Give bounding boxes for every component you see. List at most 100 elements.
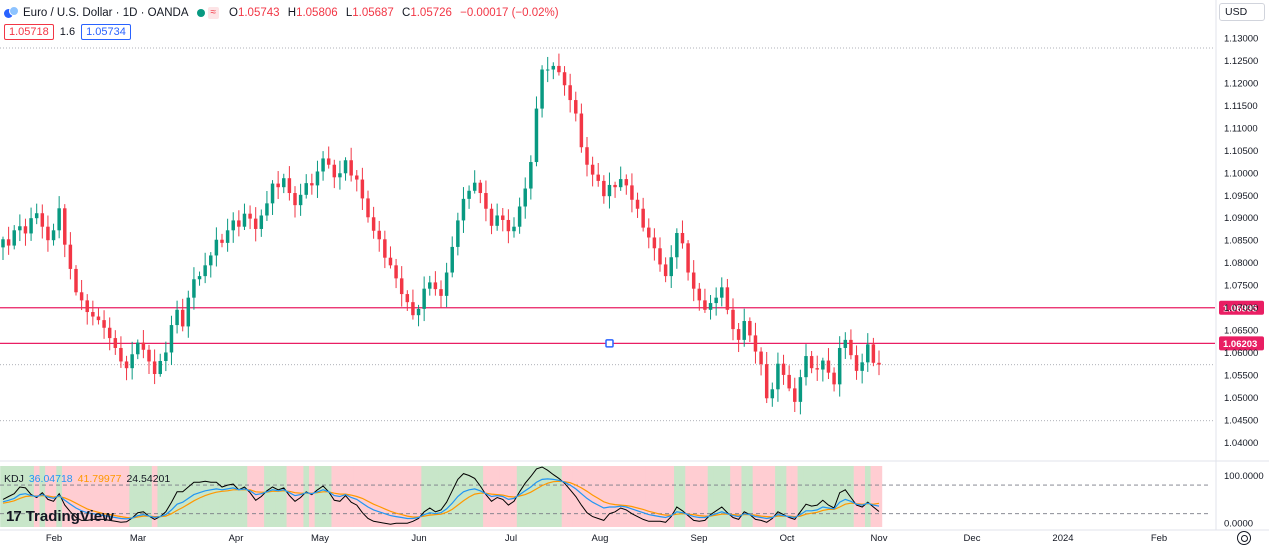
candle-body[interactable] bbox=[759, 351, 763, 365]
candle-body[interactable] bbox=[714, 297, 718, 304]
candle-body[interactable] bbox=[540, 69, 544, 109]
candle-body[interactable] bbox=[647, 227, 651, 238]
candle-body[interactable] bbox=[214, 239, 219, 256]
candle-body[interactable] bbox=[169, 325, 174, 353]
candle-body[interactable] bbox=[310, 183, 314, 186]
candle-body[interactable] bbox=[40, 213, 45, 227]
candle-body[interactable] bbox=[590, 164, 595, 175]
candle-body[interactable] bbox=[815, 368, 819, 370]
candle-body[interactable] bbox=[203, 265, 207, 277]
candle-body[interactable] bbox=[237, 220, 241, 227]
candle-body[interactable] bbox=[276, 183, 280, 188]
candle-body[interactable] bbox=[12, 230, 16, 246]
candle-body[interactable] bbox=[877, 362, 881, 365]
candle-body[interactable] bbox=[411, 302, 415, 316]
candle-body[interactable] bbox=[832, 372, 836, 385]
candle-body[interactable] bbox=[18, 226, 22, 231]
candle-body[interactable] bbox=[315, 171, 320, 186]
candle-body[interactable] bbox=[635, 199, 640, 209]
candle-body[interactable] bbox=[444, 272, 449, 296]
candle-body[interactable] bbox=[461, 198, 466, 221]
candle-body[interactable] bbox=[68, 244, 73, 269]
candle-body[interactable] bbox=[568, 85, 572, 101]
candle-body[interactable] bbox=[220, 239, 224, 243]
candle-body[interactable] bbox=[680, 232, 685, 244]
candle-body[interactable] bbox=[152, 361, 157, 375]
candle-body[interactable] bbox=[472, 182, 477, 191]
candle-body[interactable] bbox=[557, 65, 561, 73]
candle-body[interactable] bbox=[506, 219, 511, 232]
candle-body[interactable] bbox=[298, 194, 303, 206]
candle-body[interactable] bbox=[781, 363, 786, 375]
candle-body[interactable] bbox=[360, 179, 365, 199]
candle-body[interactable] bbox=[809, 356, 814, 369]
candle-body[interactable] bbox=[394, 265, 398, 279]
candle-body[interactable] bbox=[433, 282, 438, 290]
candle-body[interactable] bbox=[147, 349, 151, 362]
candle-body[interactable] bbox=[180, 309, 185, 327]
candle-body[interactable] bbox=[652, 237, 657, 249]
candle-body[interactable] bbox=[697, 288, 702, 301]
sell-button[interactable]: 1.05718 bbox=[4, 24, 54, 40]
candle-body[interactable] bbox=[871, 344, 876, 363]
candle-body[interactable] bbox=[282, 178, 286, 188]
candle-body[interactable] bbox=[439, 289, 443, 296]
candle-body[interactable] bbox=[787, 374, 791, 389]
candle-body[interactable] bbox=[186, 297, 191, 327]
candle-body[interactable] bbox=[725, 287, 730, 310]
candle-body[interactable] bbox=[854, 355, 859, 371]
candle-body[interactable] bbox=[175, 309, 179, 326]
buy-button[interactable]: 1.05734 bbox=[81, 24, 131, 40]
candle-body[interactable] bbox=[79, 292, 84, 301]
candle-body[interactable] bbox=[517, 206, 522, 227]
candle-body[interactable] bbox=[826, 360, 831, 373]
candle-body[interactable] bbox=[242, 213, 247, 227]
candle-body[interactable] bbox=[74, 268, 78, 293]
candle-body[interactable] bbox=[764, 364, 769, 399]
candle-body[interactable] bbox=[91, 312, 95, 317]
candle-body[interactable] bbox=[57, 208, 61, 231]
candle-body[interactable] bbox=[467, 190, 471, 199]
candle-body[interactable] bbox=[107, 327, 112, 339]
candle-body[interactable] bbox=[46, 226, 50, 241]
candle-body[interactable] bbox=[545, 69, 550, 71]
candle-body[interactable] bbox=[371, 217, 376, 231]
candle-body[interactable] bbox=[821, 360, 825, 370]
kdj-title[interactable]: KDJ bbox=[4, 473, 24, 485]
candle-body[interactable] bbox=[495, 215, 499, 226]
candle-body[interactable] bbox=[63, 208, 67, 245]
candle-body[interactable] bbox=[742, 321, 746, 340]
candle-body[interactable] bbox=[377, 230, 381, 240]
candle-body[interactable] bbox=[613, 184, 617, 188]
candle-body[interactable] bbox=[579, 113, 584, 148]
candle-body[interactable] bbox=[501, 215, 505, 220]
candle-body[interactable] bbox=[293, 193, 297, 206]
candle-body[interactable] bbox=[798, 377, 803, 402]
candle-body[interactable] bbox=[669, 257, 673, 277]
candle-body[interactable] bbox=[383, 239, 387, 258]
line-drag-handle[interactable] bbox=[605, 339, 614, 348]
candle-body[interactable] bbox=[585, 147, 589, 165]
candle-body[interactable] bbox=[321, 158, 325, 172]
candle-body[interactable] bbox=[338, 173, 342, 178]
candle-body[interactable] bbox=[326, 158, 331, 165]
candle-body[interactable] bbox=[113, 338, 118, 348]
candle-body[interactable] bbox=[624, 179, 629, 186]
candle-body[interactable] bbox=[405, 294, 410, 303]
candle-body[interactable] bbox=[422, 288, 426, 309]
tradingview-logo[interactable]: 17 TradingView bbox=[6, 506, 114, 526]
data-status-badge[interactable]: ≈ bbox=[207, 7, 220, 19]
candle-body[interactable] bbox=[512, 226, 516, 232]
candle-body[interactable] bbox=[304, 183, 308, 195]
candle-body[interactable] bbox=[793, 388, 797, 402]
candle-body[interactable] bbox=[164, 352, 168, 361]
candle-body[interactable] bbox=[355, 175, 359, 180]
candle-body[interactable] bbox=[551, 65, 556, 70]
candle-body[interactable] bbox=[197, 276, 202, 280]
candle-body[interactable] bbox=[248, 213, 252, 219]
candle-body[interactable] bbox=[1, 239, 5, 248]
candle-body[interactable] bbox=[119, 347, 123, 362]
candle-body[interactable] bbox=[602, 180, 606, 197]
candle-body[interactable] bbox=[658, 248, 662, 265]
